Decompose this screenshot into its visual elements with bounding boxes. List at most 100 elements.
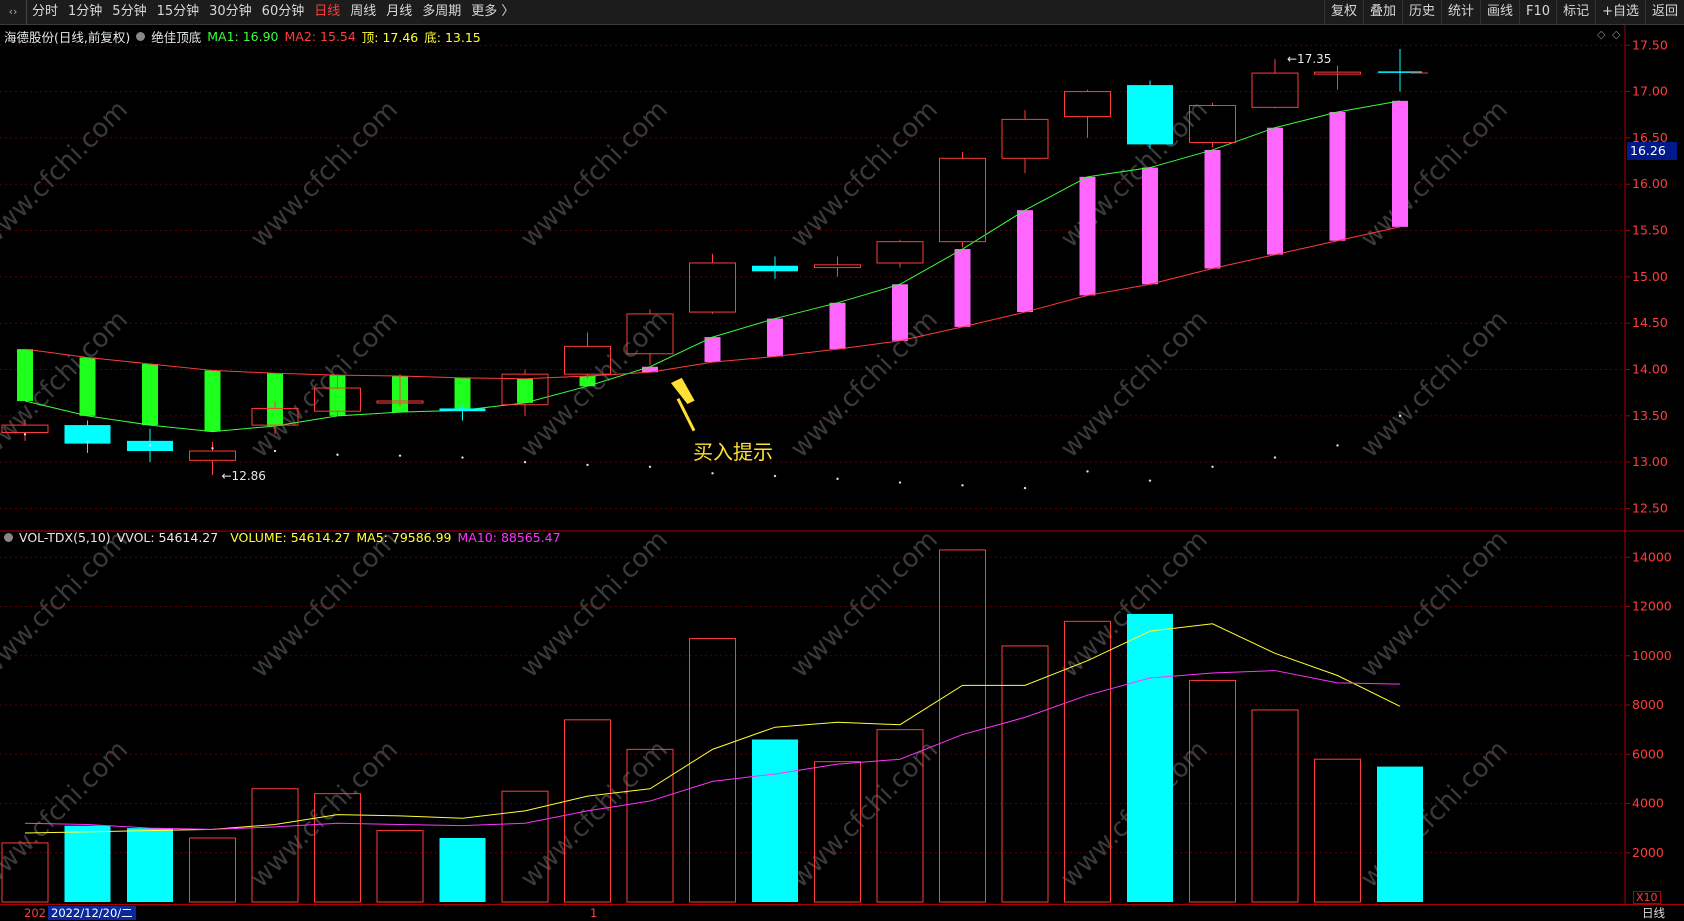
toolbar-button-3[interactable]: 统计 — [1441, 0, 1480, 24]
stock-name: 海德股份(日线,前复权) — [4, 30, 131, 45]
period-tab-0[interactable]: 分时 — [32, 4, 59, 19]
volume-tick-label: 10000 — [1632, 648, 1672, 663]
price-tick-label: 14.50 — [1632, 315, 1668, 330]
grid-lines — [0, 25, 1684, 904]
signal-dot — [211, 447, 214, 450]
high-price-annotation: ←17.35 — [1287, 52, 1331, 66]
candle-body-down — [64, 425, 111, 444]
indicator-bar — [829, 302, 846, 350]
price-tick-label: 15.00 — [1632, 269, 1668, 284]
volume-tick-label: 14000 — [1632, 549, 1672, 564]
cursor-date: 2022/12/20/二 — [48, 906, 136, 920]
indicator-bar — [1142, 167, 1158, 285]
y-axes: 12.50 13.00 13.50 14.00 14.50 15.00 15.50 16.00… — [1625, 37, 1672, 860]
volume-bar-up — [1251, 709, 1299, 903]
volume-tick-label: 8000 — [1632, 697, 1664, 712]
signal-dot — [898, 481, 902, 484]
signal-dot — [961, 484, 964, 487]
watermark-text: www.cfchi.com — [515, 525, 674, 684]
period-tab-4[interactable]: 30分钟 — [209, 4, 252, 19]
volume-tick-label: 6000 — [1632, 746, 1664, 761]
watermark-text: www.cfchi.com — [515, 95, 674, 254]
watermark-text: www.cfchi.com — [515, 735, 674, 894]
period-tab-7[interactable]: 周线 — [350, 4, 377, 19]
candle-body-up — [939, 157, 986, 243]
volume-bar-up — [626, 748, 674, 903]
x10-scale-label[interactable]: X10 — [1633, 891, 1661, 904]
ma1-line — [24, 100, 1401, 433]
annotations: ←12.86 ←17.35 — [222, 52, 1428, 483]
period-tab-10[interactable]: 更多 〉 — [471, 4, 515, 19]
signal-dot — [648, 465, 652, 468]
diamond-icon-2[interactable]: ◇ — [1612, 28, 1621, 41]
collapse-toggle-icon[interactable]: ‹› — [0, 0, 27, 24]
signal-dot — [461, 456, 464, 459]
volume-bar-down — [1377, 766, 1423, 902]
period-tab-2[interactable]: 5分钟 — [112, 4, 147, 19]
toolbar-button-4[interactable]: 画线 — [1480, 0, 1519, 24]
toolbar-button-8[interactable]: 返回 — [1644, 0, 1684, 24]
volume-tick-label: 2000 — [1632, 845, 1664, 860]
current-price-tag: 16.26 — [1627, 142, 1677, 160]
volume-bar-up — [689, 638, 736, 903]
diamond-icon[interactable]: ◇ — [1597, 28, 1606, 41]
volume-bar-up — [314, 793, 361, 903]
toolbar-button-2[interactable]: 历史 — [1401, 0, 1441, 24]
volume-bar-up — [1314, 758, 1361, 903]
period-tabs: 分时 1分钟 5分钟 15分钟 30分钟 60分钟 日线 周线 月线 多周期 更多 〉 — [27, 0, 519, 24]
price-tick-label: 14.00 — [1632, 362, 1668, 377]
low-price-annotation: ←12.86 — [222, 469, 266, 483]
price-tick-label: 13.50 — [1632, 408, 1668, 423]
indicator-settings-icon[interactable] — [136, 32, 146, 41]
signal-dot — [398, 454, 402, 457]
toolbar-button-6[interactable]: 标记 — [1556, 0, 1595, 24]
candle-body-down — [439, 408, 486, 412]
vol-ma5-value: MA5: 79586.99 — [356, 530, 452, 545]
indicator-bar — [1267, 127, 1283, 255]
toolbar-button-5[interactable]: F10 — [1519, 0, 1556, 24]
signal-dot — [1336, 444, 1339, 447]
candle-body-up — [876, 241, 924, 264]
volume-tick-label: 4000 — [1632, 796, 1664, 811]
watermark-text: www.cfchi.com — [245, 95, 404, 254]
period-tab-3[interactable]: 15分钟 — [156, 4, 200, 19]
indicator-bar — [1392, 100, 1408, 227]
period-tab-6[interactable]: 日线 — [314, 4, 341, 19]
price-tick-label: 16.50 — [1632, 130, 1668, 145]
watermark-text: www.cfchi.com — [0, 95, 134, 254]
volume-bars — [1, 549, 1423, 903]
indicator-bar — [1204, 149, 1221, 269]
candle-body-up — [251, 407, 299, 426]
volume-bar-down — [752, 739, 798, 902]
candle-body-up — [1251, 72, 1299, 108]
toolbar-button-7[interactable]: +自选 — [1595, 0, 1645, 24]
indicator-bar — [954, 249, 971, 327]
period-tab-5[interactable]: 60分钟 — [261, 4, 305, 19]
candle-body-up — [1189, 104, 1236, 144]
signal-dot — [836, 477, 839, 481]
period-tab-9[interactable]: 多周期 — [422, 4, 462, 19]
volume-bar-up — [1001, 645, 1049, 903]
period-label: 日线 — [1642, 906, 1665, 920]
signal-dot — [523, 460, 527, 464]
signal-dot — [711, 472, 714, 475]
indicator-bar — [767, 318, 783, 357]
toolbar-button-1[interactable]: 叠加 — [1362, 0, 1402, 24]
indicator-bar — [892, 284, 908, 341]
vol-ma10-value: MA10: 88565.47 — [457, 530, 561, 545]
volume-tick-label: 12000 — [1632, 599, 1672, 614]
signal-dot — [1211, 465, 1214, 468]
date-axis-bar: 202 2022/12/20/二 1 日线 — [0, 904, 1684, 921]
toolbar-button-0[interactable]: 复权 — [1323, 0, 1363, 24]
indicator-bar — [517, 378, 533, 403]
watermark-text: www.cfchi.com — [1355, 95, 1514, 254]
watermark-text: www.cfchi.com — [785, 525, 944, 684]
vol-settings-icon[interactable] — [4, 533, 13, 542]
volume-ma-lines — [24, 623, 1401, 834]
indicator-bar — [204, 370, 221, 432]
candle-body-up — [689, 262, 736, 313]
period-tab-8[interactable]: 月线 — [386, 4, 413, 19]
period-tab-1[interactable]: 1分钟 — [68, 4, 103, 19]
bottom-value: 底: 13.15 — [424, 30, 481, 45]
candle-body-up — [626, 313, 674, 355]
